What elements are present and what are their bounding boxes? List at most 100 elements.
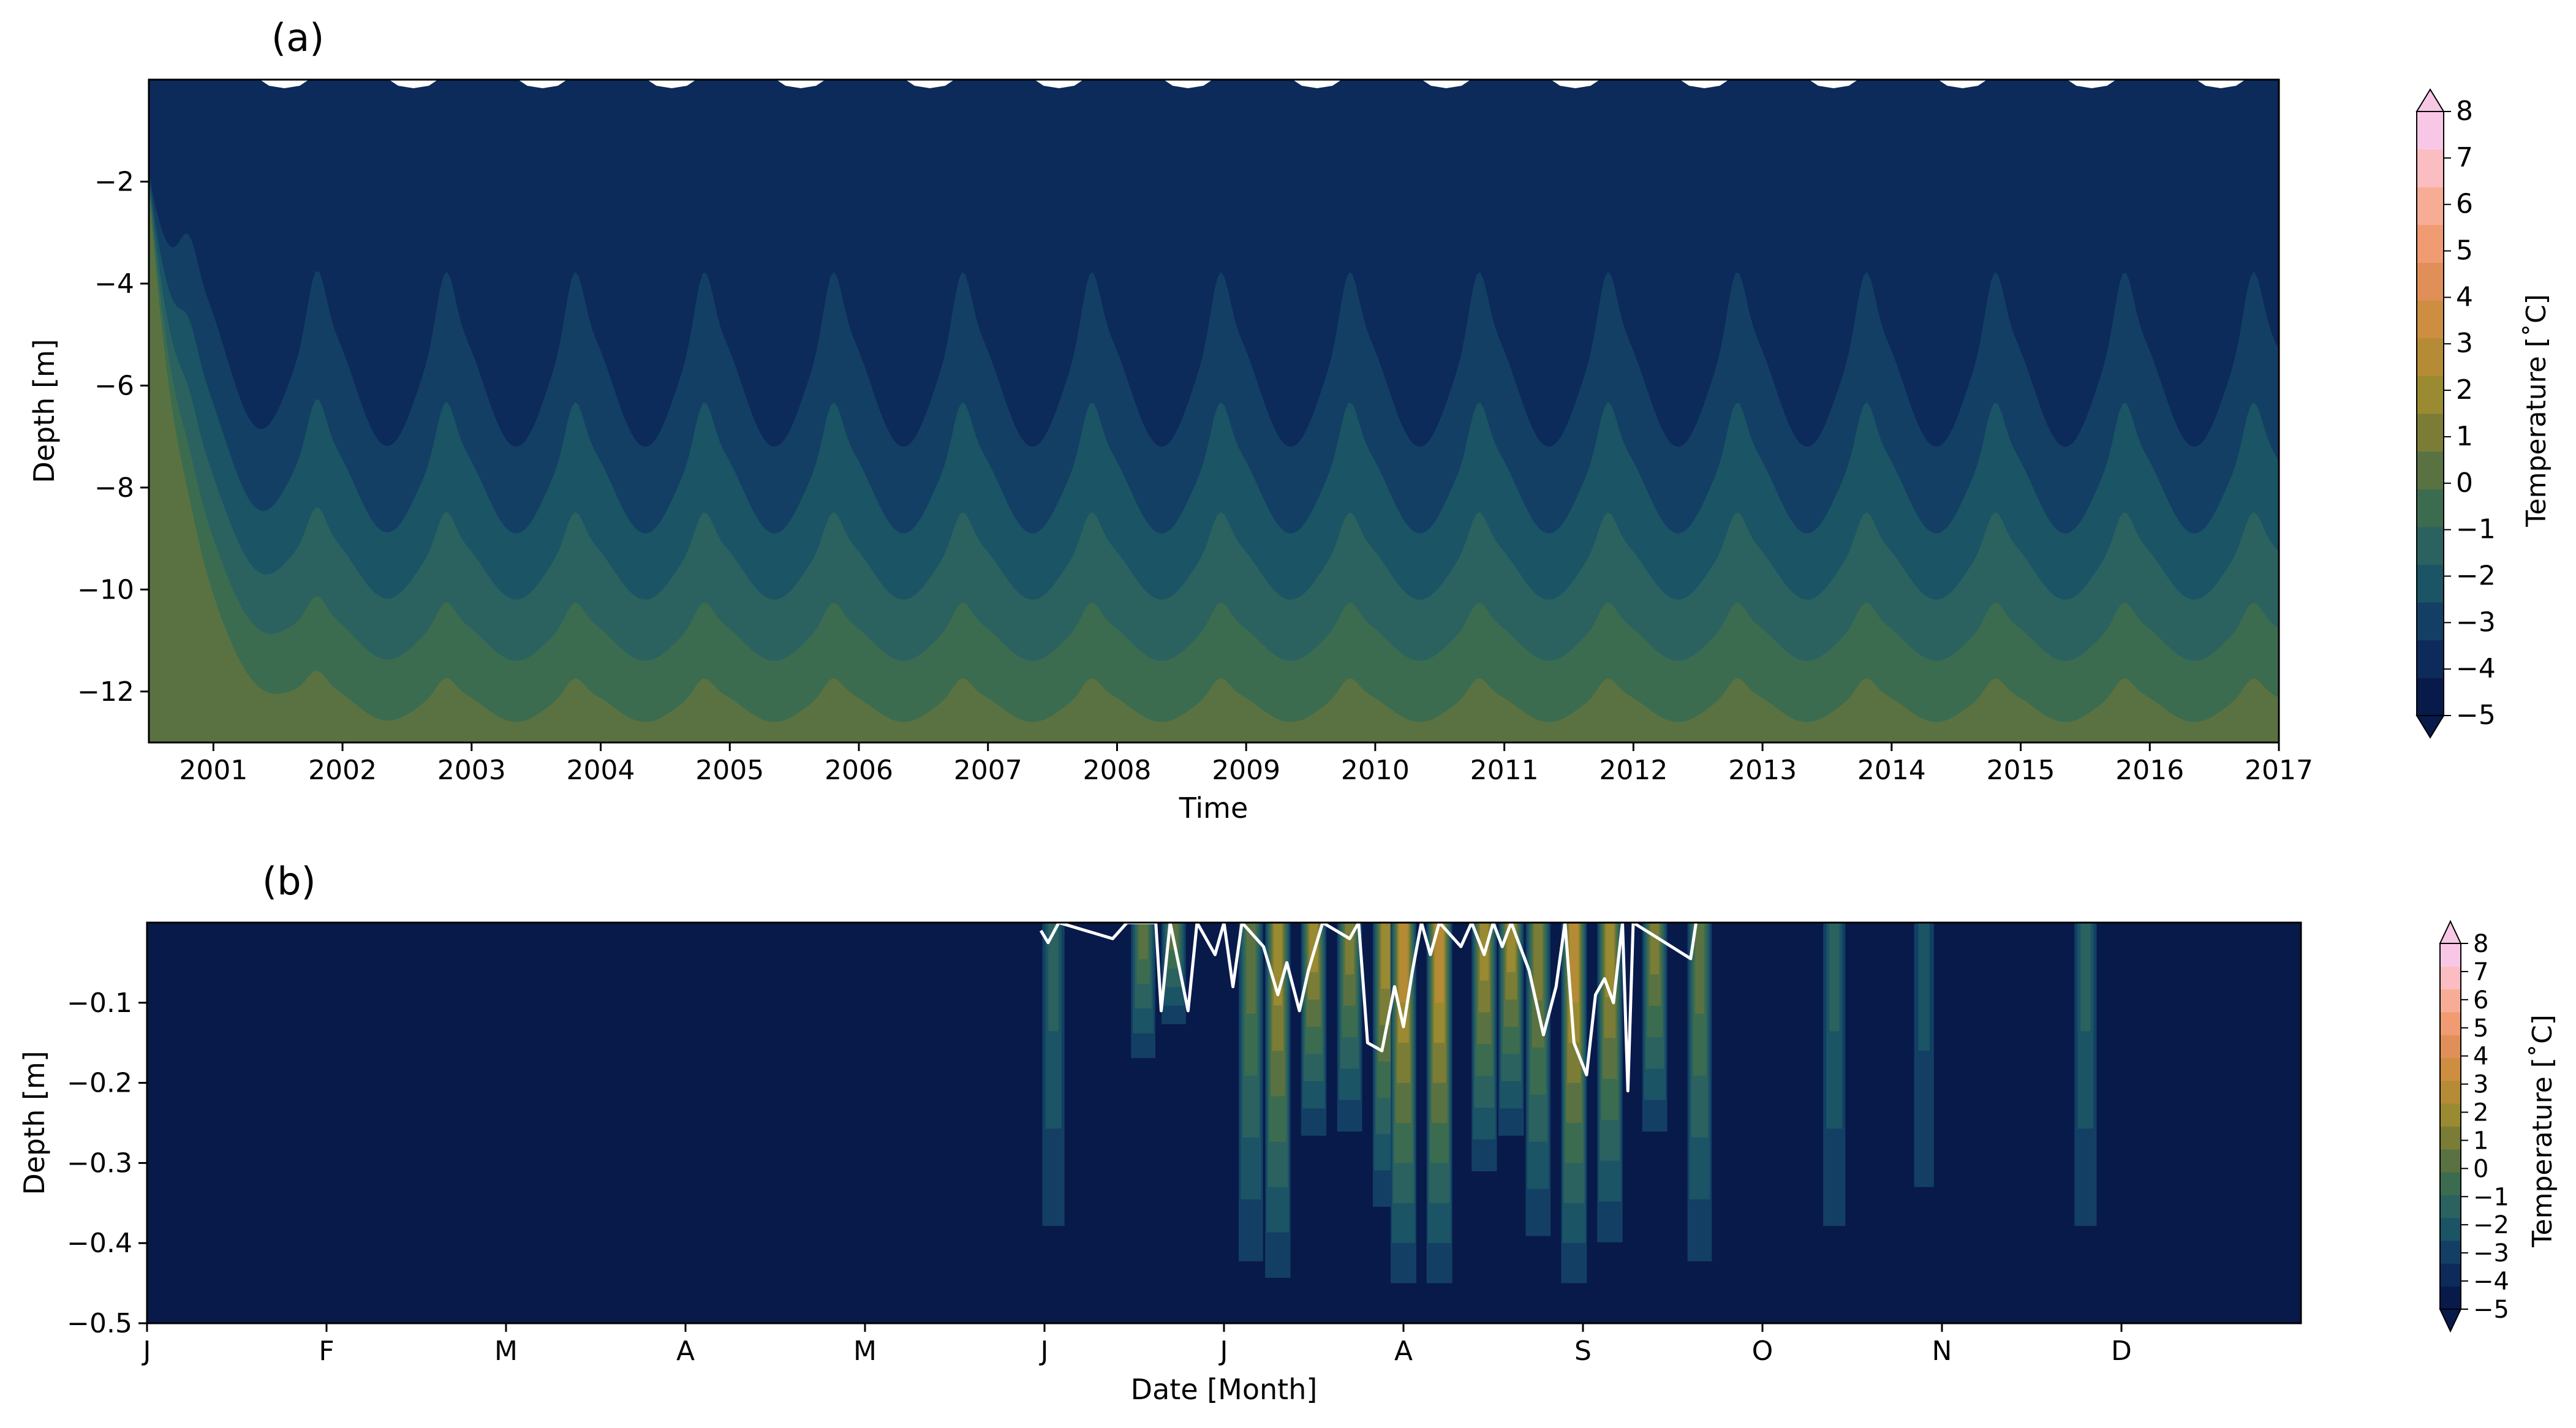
panel-a-colorbar: −5 −4 −3 −2 −1 0 1 2 3 4 5 6 7 8 bbox=[2415, 88, 2496, 739]
colorbar-tick-label: 3 bbox=[2473, 1071, 2488, 1099]
surface-gap bbox=[518, 80, 567, 88]
panel-a-surface-gaps bbox=[260, 80, 2246, 88]
colorbar-tick-label: −3 bbox=[2456, 606, 2496, 638]
surface-gap bbox=[1938, 80, 1987, 88]
surface-gap bbox=[2196, 80, 2246, 88]
x-tick-label: 2010 bbox=[1341, 755, 1410, 786]
colorbar-tick-label: 7 bbox=[2456, 142, 2473, 173]
surface-gap bbox=[647, 80, 697, 88]
colorbar-swatch bbox=[2440, 966, 2461, 990]
colorbar-swatch bbox=[2417, 414, 2444, 452]
colorbar-tick-label: −1 bbox=[2456, 514, 2496, 545]
colorbar-swatch bbox=[2417, 187, 2444, 225]
colorbar-tick-label: 3 bbox=[2456, 328, 2473, 359]
surface-gap bbox=[1163, 80, 1213, 88]
x-tick-label: 2012 bbox=[1599, 755, 1668, 786]
surface-gap bbox=[1680, 80, 1729, 88]
colorbar-tick-label: 6 bbox=[2473, 986, 2488, 1014]
colorbar-extend-top bbox=[2439, 920, 2462, 944]
colorbar-frame bbox=[2416, 111, 2444, 716]
colorbar-tick-label: −4 bbox=[2456, 653, 2496, 684]
panel-a-y-axis: −2 −4 −6 −8 −10 −12 bbox=[77, 166, 149, 708]
colorbar-swatch bbox=[2440, 1149, 2461, 1173]
warm-event-band bbox=[1246, 923, 1256, 1014]
warm-event-band bbox=[1399, 923, 1408, 1003]
colorbar-swatch bbox=[2440, 1126, 2461, 1150]
panel-b-colorbar-label: Temperature [˚C] bbox=[2527, 1014, 2558, 1248]
x-tick-label: 2015 bbox=[1987, 755, 2055, 786]
panel-b-warm-events bbox=[1042, 923, 2097, 1283]
panel-a-plot-area bbox=[149, 80, 2279, 742]
surface-gap bbox=[2067, 80, 2117, 88]
y-tick-label: −0.1 bbox=[67, 988, 132, 1019]
colorbar-tick-label: 2 bbox=[2456, 374, 2473, 406]
colorbar-tick-label: 2 bbox=[2473, 1099, 2488, 1127]
x-tick-label: J bbox=[1039, 1335, 1049, 1367]
panel-b-plot-area bbox=[147, 923, 2301, 1323]
x-tick-label: M bbox=[494, 1335, 518, 1367]
colorbar-swatch bbox=[2417, 564, 2444, 603]
surface-gap bbox=[1293, 80, 1342, 88]
colorbar-tick-label: 5 bbox=[2473, 1014, 2488, 1043]
colorbar-frame bbox=[2439, 943, 2461, 1310]
panel-a-y-axis-title: Depth [m] bbox=[28, 339, 61, 483]
x-tick-label: A bbox=[1394, 1335, 1413, 1367]
colorbar-swatch bbox=[2417, 300, 2444, 339]
colorbar-swatch bbox=[2417, 149, 2444, 187]
colorbar-tick-label: −2 bbox=[2456, 560, 2496, 591]
colorbar-tick-label: −4 bbox=[2473, 1267, 2509, 1296]
x-tick-label: 2017 bbox=[2245, 755, 2313, 786]
x-tick-label: 2008 bbox=[1082, 755, 1151, 786]
x-tick-label: 2014 bbox=[1857, 755, 1926, 786]
warm-event-band bbox=[1138, 923, 1148, 959]
colorbar-swatch bbox=[2440, 1195, 2461, 1218]
x-tick-label: M bbox=[853, 1335, 877, 1367]
panel-b: (b) J F M A M J J A S O N D −0.1 −0.2 −0.3 −0.4 −0.5 Da… bbox=[18, 859, 2558, 1406]
panel-b-zero-isotherm bbox=[1039, 923, 1698, 1093]
colorbar-tick-label: 4 bbox=[2456, 281, 2473, 312]
y-tick-label: −0.4 bbox=[67, 1228, 132, 1259]
surface-gap bbox=[260, 80, 309, 88]
x-tick-label: S bbox=[1574, 1335, 1592, 1367]
x-tick-label: D bbox=[2111, 1335, 2132, 1367]
x-tick-label: 2006 bbox=[825, 755, 893, 786]
colorbar-swatch bbox=[2440, 1263, 2461, 1287]
x-tick-label: 2011 bbox=[1470, 755, 1539, 786]
x-tick-label: N bbox=[1932, 1335, 1952, 1367]
y-tick-label: −2 bbox=[94, 166, 134, 197]
x-tick-label: 2002 bbox=[308, 755, 377, 786]
colorbar-tick-label: 8 bbox=[2473, 930, 2488, 958]
warm-event-band bbox=[1650, 923, 1660, 975]
surface-gap bbox=[776, 80, 826, 88]
colorbar-swatch bbox=[2440, 1035, 2461, 1059]
panel-a-label: (a) bbox=[271, 15, 324, 60]
warm-event-band bbox=[1048, 923, 1059, 1032]
colorbar-tick-label: 8 bbox=[2456, 96, 2473, 127]
y-tick-label: −8 bbox=[94, 472, 134, 504]
colorbar-tick-label: −5 bbox=[2473, 1296, 2509, 1324]
warm-event-band bbox=[1435, 923, 1444, 1003]
warm-event-band bbox=[2080, 923, 2091, 1032]
colorbar-tick-label: 0 bbox=[2456, 467, 2473, 499]
colorbar-tick-label: 0 bbox=[2473, 1155, 2488, 1183]
colorbar-extend-top bbox=[2415, 88, 2445, 112]
x-tick-label: 2003 bbox=[437, 755, 506, 786]
x-tick-label: 2005 bbox=[695, 755, 764, 786]
surface-gap bbox=[1034, 80, 1084, 88]
colorbar-swatch bbox=[2440, 1057, 2461, 1081]
y-tick-label: −0.2 bbox=[67, 1068, 132, 1099]
warm-event-band bbox=[1829, 923, 1840, 1032]
y-tick-label: −6 bbox=[94, 370, 134, 401]
colorbar-swatch bbox=[2440, 1241, 2461, 1264]
panel-b-label: (b) bbox=[262, 859, 316, 904]
surface-gap bbox=[1421, 80, 1471, 88]
colorbar-tick-label: 7 bbox=[2473, 958, 2488, 986]
x-tick-label: F bbox=[319, 1335, 334, 1367]
colorbar-swatch bbox=[2440, 1011, 2461, 1035]
y-tick-label: −12 bbox=[77, 676, 134, 708]
colorbar-tick-label: 5 bbox=[2456, 235, 2473, 266]
colorbar-extend-bottom bbox=[2439, 1309, 2462, 1333]
